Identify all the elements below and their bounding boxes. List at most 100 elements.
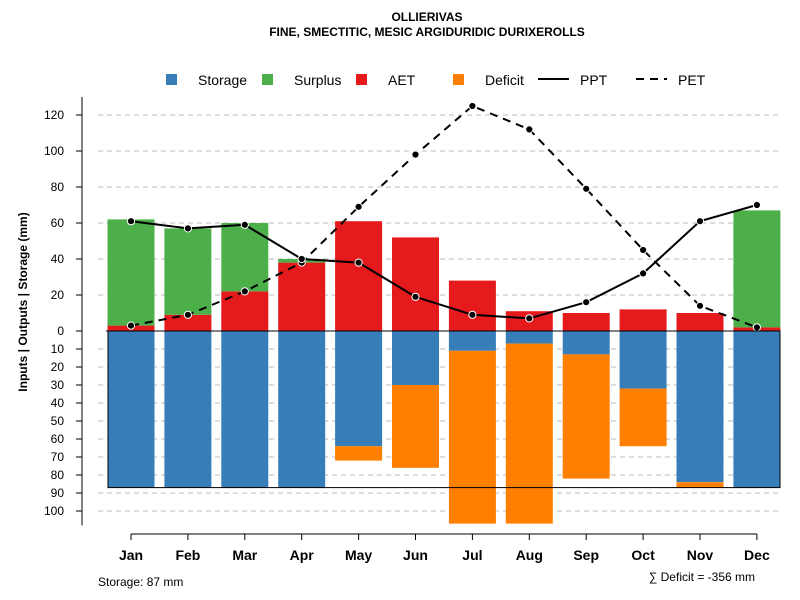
chart-title: OLLIERIVAS [391,10,462,24]
x-tick-label-apr: Apr [290,547,315,563]
pet-point-nov [695,301,705,310]
x-tick-label-jan: Jan [119,547,143,563]
pet-point-jan [126,321,136,330]
bar-aet-apr [278,262,326,331]
legend-swatch-storage [166,74,177,85]
ppt-point-apr [297,254,306,264]
x-tick-label-mar: Mar [232,547,257,563]
ppt-point-dec [752,200,762,210]
bar-storage-apr [278,331,326,488]
x-tick-label-may: May [345,547,372,563]
y-tick-label: 120 [44,108,64,122]
x-tick-label-dec: Dec [744,547,770,563]
bar-deficit-sep [562,354,610,479]
y-tick-label: 50 [51,414,65,428]
pet-point-sep [582,184,591,193]
y-tick-label: 10 [51,342,65,356]
pet-point-feb [183,310,192,319]
ppt-point-may [354,258,363,267]
y-tick-label: 20 [51,288,65,302]
bar-layer [107,210,781,524]
bar-deficit-jul [448,350,496,524]
bar-storage-jun [392,331,439,385]
bar-deficit-oct [619,388,667,447]
bar-storage-feb [164,331,212,488]
bar-storage-may [335,331,383,447]
pet-point-jul [468,101,477,111]
bar-storage-nov [676,331,724,483]
y-axis-label: Inputs | Outputs | Storage (mm) [16,212,30,391]
bar-aet-sep [562,313,610,331]
legend-label-pet: PET [678,72,706,88]
bar-aet-feb [164,314,212,331]
bar-aet-jun [392,237,439,331]
pet-point-jun [411,150,420,159]
bar-storage-aug [505,331,553,344]
bar-storage-mar [221,331,269,488]
bar-storage-dec [733,331,781,488]
x-tick-label-feb: Feb [175,547,200,563]
legend-label-storage: Storage [198,72,247,88]
axes: 0 20 40 60 80 100 120 10 20 30 40 50 60 70 80 90 100 Jan F… [44,97,781,563]
pet-point-dec [752,323,762,332]
y-tick-label: 70 [51,450,65,464]
bar-aet-nov [676,313,724,331]
y-tick-label: 40 [51,252,65,266]
deficit-sum-note: ∑ Deficit = -356 mm [649,570,755,584]
bar-aet-may [335,221,383,331]
y-tick-label: 20 [51,360,65,374]
ppt-point-nov [695,217,705,226]
pet-point-mar [240,287,249,296]
x-tick-label-sep: Sep [573,547,599,563]
ppt-point-feb [183,224,192,233]
x-tick-label-jun: Jun [403,547,428,563]
ppt-line [130,204,758,320]
y-tick-label: 0 [57,324,64,338]
y-tick-label: 30 [51,378,65,392]
legend-label-ppt: PPT [580,72,608,88]
y-tick-label: 100 [44,144,64,158]
pet-point-may [354,202,363,211]
ppt-point-mar [240,220,249,229]
legend-swatch-deficit [453,74,464,85]
legend-label-surplus: Surplus [294,72,341,88]
y-tick-label: 60 [51,432,65,446]
y-tick-label: 40 [51,396,65,410]
legend: Storage Surplus AET Deficit PPT PET [166,72,706,88]
y-tick-label: 60 [51,216,65,230]
storage-note: Storage: 87 mm [98,575,183,589]
x-tick-label-jul: Jul [462,547,482,563]
legend-label-aet: AET [388,72,416,88]
bar-deficit-may [335,446,383,461]
bar-surplus-mar [221,223,269,292]
y-tick-label: 100 [44,504,64,518]
bar-storage-jul [448,331,496,351]
x-tick-label-oct: Oct [631,547,655,563]
bar-storage-oct [619,331,667,389]
ppt-point-jul [468,310,477,319]
legend-label-deficit: Deficit [485,72,524,88]
bar-surplus-jan [107,219,155,326]
bar-storage-sep [562,331,610,355]
bar-surplus-feb [164,228,212,315]
y-tick-label: 80 [51,180,65,194]
pet-point-oct [639,245,648,255]
bar-deficit-aug [505,343,553,524]
chart-subtitle: FINE, SMECTITIC, MESIC ARGIDURIDIC DURIX… [269,25,585,39]
storage-capacity-box [107,330,781,489]
pet-point-aug [525,125,534,134]
y-tick-label: 90 [51,486,65,500]
bar-surplus-dec [733,210,781,328]
line-layer [126,101,762,332]
x-tick-label-nov: Nov [687,547,714,563]
ppt-point-aug [525,314,534,323]
ppt-point-oct [639,269,648,278]
ppt-point-jun [411,292,420,301]
bar-storage-jan [107,331,155,488]
y-tick-label: 80 [51,468,65,482]
bar-aet-oct [619,309,667,331]
ppt-point-sep [582,298,591,307]
bar-aet-jul [448,280,496,331]
ppt-point-jan [126,217,136,226]
